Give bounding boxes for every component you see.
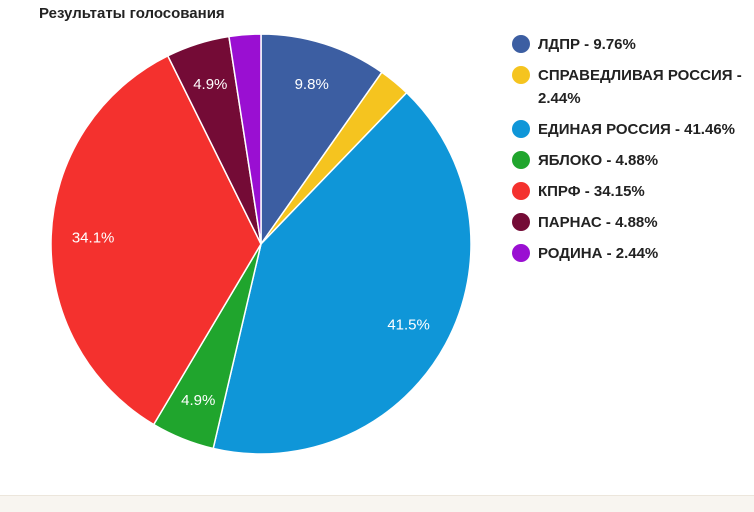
slice-label: 41.5% (387, 316, 430, 333)
legend-swatch (512, 35, 530, 53)
legend-item[interactable]: ЯБЛОКО - 4.88% (512, 149, 747, 172)
legend-swatch (512, 151, 530, 169)
legend-label: СПРАВЕДЛИВАЯ РОССИЯ - 2.44% (538, 67, 742, 107)
chart-panel: Результаты голосования 9.8% 41.5% 4.9% 34.1… (39, 5, 747, 455)
legend-item[interactable]: ЛДПР - 9.76% (512, 33, 747, 56)
legend-swatch (512, 120, 530, 138)
legend-swatch (512, 182, 530, 200)
legend-item[interactable]: ПАРНАС - 4.88% (512, 211, 747, 234)
legend-label: ПАРНАС - 4.88% (538, 214, 658, 231)
pie-slice[interactable] (212, 91, 472, 455)
legend-label: КПРФ - 34.15% (538, 183, 645, 200)
legend-label: ЯБЛОКО - 4.88% (538, 152, 659, 169)
legend-swatch (512, 244, 530, 262)
pie-slice[interactable] (228, 33, 262, 245)
pie-chart: 9.8% 41.5% 4.9% 34.1% 4.9% (50, 33, 472, 455)
legend-item[interactable]: ЕДИНАЯ РОССИЯ - 41.46% (512, 118, 747, 141)
legend-label: РОДИНА - 2.44% (538, 245, 659, 262)
legend-swatch (512, 213, 530, 231)
slice-label: 34.1% (72, 230, 115, 247)
slice-label: 9.8% (295, 76, 329, 93)
slice-label: 4.9% (181, 392, 215, 409)
legend-swatch (512, 66, 530, 84)
footer-strip (0, 495, 754, 512)
legend-item[interactable]: КПРФ - 34.15% (512, 180, 747, 203)
legend-item[interactable]: СПРАВЕДЛИВАЯ РОССИЯ - 2.44% (512, 64, 747, 110)
chart-title: Результаты голосования (39, 5, 225, 22)
pie-slice[interactable] (50, 54, 262, 426)
slice-label: 4.9% (193, 76, 227, 93)
pie-slice[interactable] (260, 33, 383, 247)
chart-legend: ЛДПР - 9.76% СПРАВЕДЛИВАЯ РОССИЯ - 2.44% Е… (512, 33, 747, 273)
legend-label: ЛДПР - 9.76% (538, 36, 636, 53)
legend-label: ЕДИНАЯ РОССИЯ - 41.46% (538, 121, 735, 138)
legend-item[interactable]: РОДИНА - 2.44% (512, 242, 747, 265)
